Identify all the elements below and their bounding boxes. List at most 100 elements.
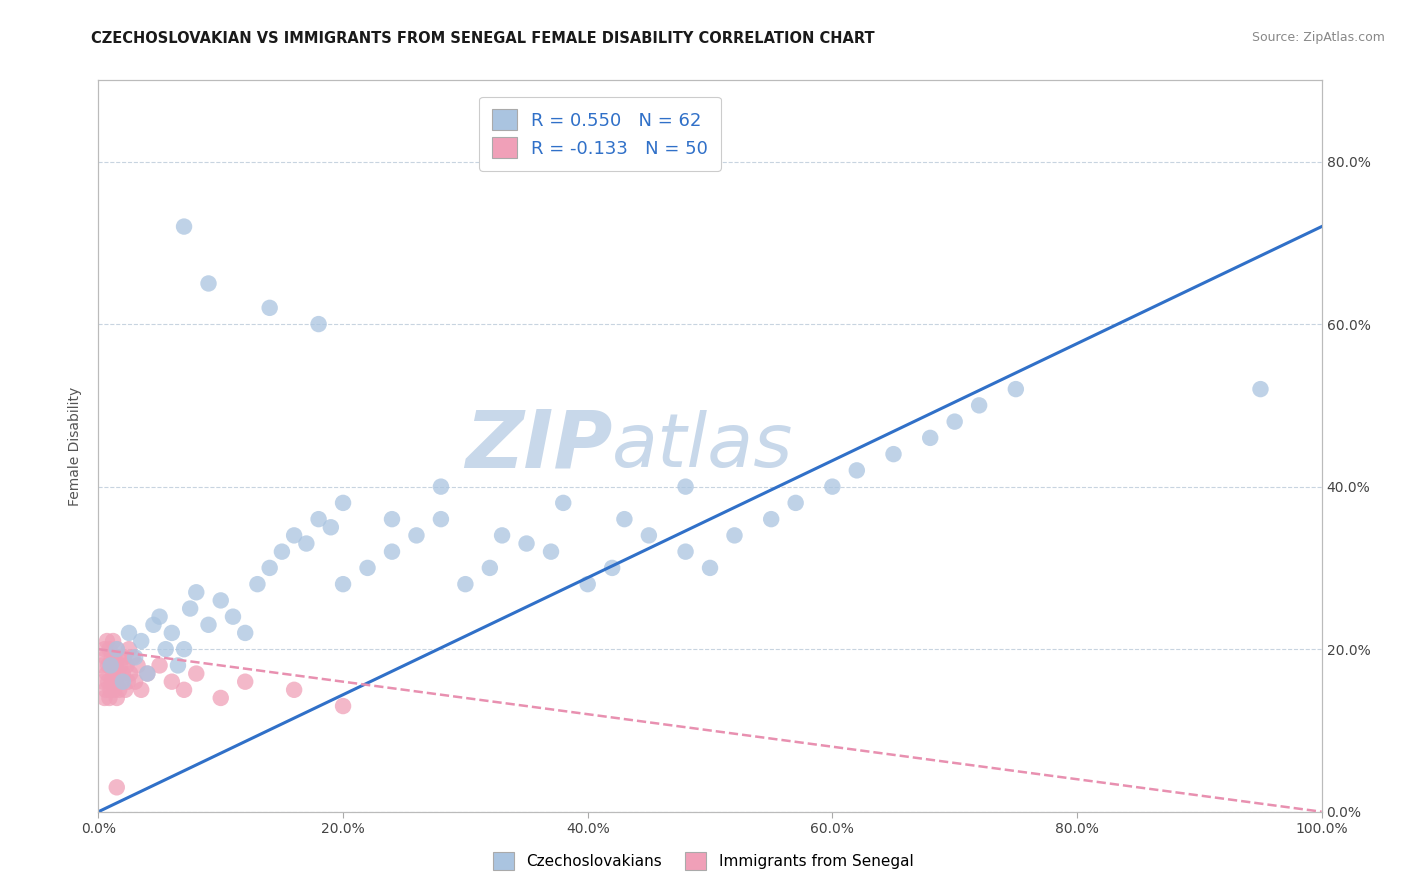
Point: [97, 658, 120, 673]
Point: [222, 609, 245, 624]
Point: [173, 219, 195, 234]
Point: [115, 658, 138, 673]
Point: [197, 617, 219, 632]
Point: [186, 585, 208, 599]
Point: [883, 447, 905, 461]
Point: [283, 682, 305, 697]
Point: [675, 544, 697, 558]
Point: [124, 650, 146, 665]
Point: [761, 512, 783, 526]
Point: [136, 666, 159, 681]
Point: [967, 398, 990, 412]
Point: [142, 617, 165, 632]
Point: [430, 480, 453, 494]
Point: [332, 577, 354, 591]
Point: [478, 561, 501, 575]
Point: [155, 642, 177, 657]
Point: [295, 536, 318, 550]
Point: [118, 642, 141, 657]
Text: CZECHOSLOVAKIAN VS IMMIGRANTS FROM SENEGAL FEMALE DISABILITY CORRELATION CHART: CZECHOSLOVAKIAN VS IMMIGRANTS FROM SENEG…: [91, 31, 875, 46]
Point: [111, 666, 134, 681]
Legend: R = 0.550   N = 62, R = -0.133   N = 50: R = 0.550 N = 62, R = -0.133 N = 50: [479, 96, 721, 171]
Point: [111, 674, 134, 689]
Point: [91, 674, 114, 689]
Point: [675, 480, 697, 494]
Text: atlas: atlas: [612, 410, 793, 482]
Point: [699, 561, 721, 575]
Point: [332, 699, 354, 714]
Point: [553, 496, 575, 510]
Point: [319, 520, 342, 534]
Point: [120, 666, 142, 681]
Point: [381, 512, 404, 526]
Point: [93, 690, 115, 705]
Point: [197, 277, 219, 291]
Point: [110, 658, 132, 673]
Point: [821, 480, 844, 494]
Point: [576, 577, 599, 591]
Point: [259, 561, 281, 575]
Point: [270, 544, 294, 558]
Point: [209, 690, 232, 705]
Point: [613, 512, 636, 526]
Point: [259, 301, 281, 315]
Point: [114, 682, 136, 697]
Point: [160, 674, 183, 689]
Point: [920, 431, 942, 445]
Point: [100, 658, 122, 673]
Point: [91, 658, 114, 673]
Point: [93, 642, 115, 657]
Point: [105, 690, 128, 705]
Point: [430, 512, 453, 526]
Point: [332, 496, 354, 510]
Point: [129, 682, 152, 697]
Point: [124, 674, 146, 689]
Point: [785, 496, 807, 510]
Point: [149, 609, 172, 624]
Legend: Czechoslovakians, Immigrants from Senegal: Czechoslovakians, Immigrants from Senega…: [485, 845, 921, 877]
Point: [107, 650, 129, 665]
Point: [100, 658, 122, 673]
Point: [491, 528, 513, 542]
Point: [104, 658, 127, 673]
Point: [356, 561, 378, 575]
Point: [233, 674, 256, 689]
Point: [98, 642, 121, 657]
Point: [104, 674, 127, 689]
Point: [1004, 382, 1026, 396]
Text: ZIP: ZIP: [465, 407, 612, 485]
Point: [108, 682, 131, 697]
Point: [101, 674, 124, 689]
Point: [96, 666, 118, 681]
Point: [637, 528, 661, 542]
Point: [405, 528, 427, 542]
Point: [246, 577, 269, 591]
Point: [167, 658, 190, 673]
Point: [98, 690, 121, 705]
Point: [173, 642, 195, 657]
Point: [186, 666, 208, 681]
Point: [117, 674, 139, 689]
Point: [127, 658, 149, 673]
Point: [723, 528, 745, 542]
Point: [845, 463, 868, 477]
Point: [233, 626, 256, 640]
Point: [121, 650, 143, 665]
Point: [1250, 382, 1272, 396]
Text: Source: ZipAtlas.com: Source: ZipAtlas.com: [1251, 31, 1385, 45]
Point: [136, 666, 159, 681]
Point: [107, 666, 129, 681]
Point: [96, 634, 118, 648]
Point: [179, 601, 201, 615]
Point: [129, 634, 152, 648]
Point: [100, 682, 122, 697]
Point: [308, 317, 330, 331]
Point: [111, 674, 134, 689]
Point: [516, 536, 538, 550]
Point: [118, 626, 141, 640]
Point: [101, 666, 124, 681]
Point: [94, 682, 117, 697]
Point: [540, 544, 562, 558]
Point: [105, 642, 128, 657]
Point: [112, 650, 135, 665]
